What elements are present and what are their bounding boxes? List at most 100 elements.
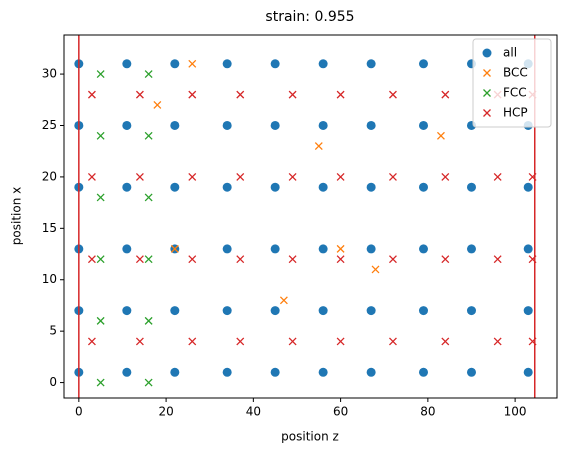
- point: [222, 182, 232, 192]
- point: [135, 90, 144, 99]
- y-axis-label: position x: [10, 187, 24, 245]
- point: [493, 337, 502, 346]
- point: [493, 172, 502, 181]
- point: [122, 120, 132, 130]
- point: [144, 378, 153, 387]
- point: [288, 337, 297, 346]
- point: [288, 255, 297, 264]
- point: [366, 182, 376, 192]
- point: [87, 172, 96, 181]
- x-tick-label: 0: [75, 405, 83, 419]
- point: [466, 306, 476, 316]
- point: [523, 244, 533, 254]
- point: [96, 378, 105, 387]
- point: [122, 244, 132, 254]
- point: [222, 367, 232, 377]
- point: [270, 306, 280, 316]
- point: [188, 255, 197, 264]
- point: [493, 255, 502, 264]
- point: [96, 70, 105, 79]
- point: [418, 244, 428, 254]
- point: [318, 244, 328, 254]
- point: [441, 337, 450, 346]
- point: [366, 244, 376, 254]
- y-tick-label: 15: [42, 221, 57, 235]
- y-tick-label: 5: [49, 324, 57, 338]
- point: [170, 120, 180, 130]
- point: [318, 59, 328, 69]
- point: [418, 120, 428, 130]
- x-tick-label: 40: [246, 405, 261, 419]
- point: [236, 255, 245, 264]
- point: [314, 142, 323, 151]
- point: [288, 172, 297, 181]
- legend-label: FCC: [503, 86, 527, 100]
- point: [371, 265, 380, 274]
- point: [336, 172, 345, 181]
- point: [122, 367, 132, 377]
- point: [366, 59, 376, 69]
- legend-marker: [483, 109, 491, 117]
- legend-marker: [483, 69, 491, 77]
- point: [418, 306, 428, 316]
- point: [122, 182, 132, 192]
- point: [87, 90, 96, 99]
- point: [388, 90, 397, 99]
- point: [122, 59, 132, 69]
- point: [441, 255, 450, 264]
- point: [222, 244, 232, 254]
- point: [523, 367, 533, 377]
- point: [418, 182, 428, 192]
- point: [170, 182, 180, 192]
- point: [96, 255, 105, 264]
- point: [279, 296, 288, 305]
- point: [222, 120, 232, 130]
- x-tick-label: 20: [158, 405, 173, 419]
- plot-area: [74, 59, 537, 387]
- point: [188, 172, 197, 181]
- point: [418, 59, 428, 69]
- point: [188, 90, 197, 99]
- point: [144, 193, 153, 202]
- point: [366, 367, 376, 377]
- point: [144, 255, 153, 264]
- point: [144, 131, 153, 140]
- point: [418, 367, 428, 377]
- point: [96, 316, 105, 325]
- x-axis-label: position z: [281, 430, 339, 444]
- point: [441, 90, 450, 99]
- point: [318, 120, 328, 130]
- point: [523, 306, 533, 316]
- point: [236, 337, 245, 346]
- legend-label: HCP: [503, 106, 528, 120]
- point: [144, 70, 153, 79]
- point: [336, 337, 345, 346]
- legend-box: [472, 38, 552, 128]
- point: [153, 100, 162, 109]
- point: [87, 337, 96, 346]
- point: [523, 182, 533, 192]
- y-tick-label: 30: [42, 67, 57, 81]
- point: [222, 306, 232, 316]
- point: [144, 316, 153, 325]
- point: [466, 182, 476, 192]
- point: [170, 244, 179, 253]
- point: [366, 120, 376, 130]
- point: [188, 337, 197, 346]
- chart-title: strain: 0.955: [265, 9, 354, 25]
- point: [270, 120, 280, 130]
- point: [336, 244, 345, 253]
- point: [318, 306, 328, 316]
- legend-marker: [483, 89, 491, 97]
- point: [270, 59, 280, 69]
- point: [388, 172, 397, 181]
- point: [336, 255, 345, 264]
- y-tick-label: 20: [42, 169, 57, 183]
- y-tick-label: 10: [42, 272, 57, 286]
- point: [135, 172, 144, 181]
- point: [288, 90, 297, 99]
- y-tick-label: 25: [42, 118, 57, 132]
- point: [122, 306, 132, 316]
- point: [336, 90, 345, 99]
